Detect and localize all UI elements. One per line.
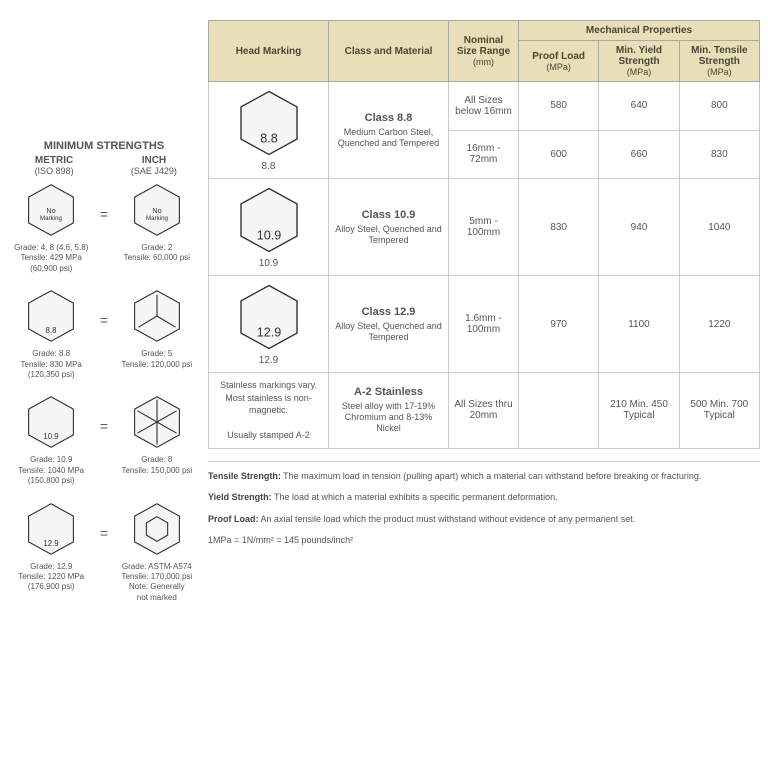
table-row: 12.912.9Class 12.9Alloy Steel, Quenched … xyxy=(209,276,760,373)
cell-tensile: 1220 xyxy=(679,276,759,373)
cell-size: All Sizes thru 20mm xyxy=(449,373,519,449)
cell-proof: 830 xyxy=(519,179,599,276)
svg-text:Marking: Marking xyxy=(40,215,62,222)
svg-text:8.8: 8.8 xyxy=(46,326,58,335)
inch-cell: NoMarkingGrade: 2Tensile: 60,000 psi xyxy=(114,182,200,264)
cell-yield: 210 Min. 450 Typical xyxy=(599,373,679,449)
th-head-marking: Head Marking xyxy=(209,21,329,82)
cell-tensile: 1040 xyxy=(679,179,759,276)
equals-sign: = xyxy=(94,394,113,434)
inch-cell: Grade: 8Tensile: 150,000 psi xyxy=(114,394,200,476)
table-row: 8.88.8Class 8.8Medium Carbon Steel, Quen… xyxy=(209,82,760,131)
th-mech-props: Mechanical Properties xyxy=(519,21,760,41)
cell-size: All Sizes below 16mm xyxy=(449,82,519,131)
metric-cell: NoMarkingGrade: 4, 8 (4.6, 5.8)Tensile: … xyxy=(8,182,94,274)
th-size-range: Nominal Size Range(mm) xyxy=(449,21,519,82)
svg-text:10.9: 10.9 xyxy=(44,432,59,441)
table-row: 10.910.9Class 10.9Alloy Steel, Quenched … xyxy=(209,179,760,276)
hexagon-icon: 10.9 xyxy=(229,185,309,255)
cell-proof: 600 xyxy=(519,130,599,179)
class-cell: Class 8.8Medium Carbon Steel, Quenched a… xyxy=(329,82,449,179)
class-cell: A-2 StainlessSteel alloy with 17-19% Chr… xyxy=(329,373,449,449)
cell-proof: 580 xyxy=(519,82,599,131)
strength-table: Head Marking Class and Material Nominal … xyxy=(208,20,760,449)
svg-text:8.8: 8.8 xyxy=(260,132,278,146)
metric-cell: 8.8Grade: 8.8Tensile: 830 MPa(120,350 ps… xyxy=(8,288,94,380)
svg-text:No: No xyxy=(47,206,56,215)
th-yield: Min. Yield Strength(MPa) xyxy=(599,41,679,82)
svg-text:12.9: 12.9 xyxy=(256,326,281,340)
metric-cell: 10.9Grade: 10.9Tensile: 1040 MPa(150,800… xyxy=(8,394,94,486)
class-cell: Class 12.9Alloy Steel, Quenched and Temp… xyxy=(329,276,449,373)
cell-tensile: 800 xyxy=(679,82,759,131)
metric-cell: 12.9Grade: 12.9Tensile: 1220 MPa(176,900… xyxy=(8,501,94,593)
hexagon-icon: 12.9 xyxy=(229,282,309,352)
marking-cell: 12.912.9 xyxy=(209,276,329,373)
cell-yield: 640 xyxy=(599,82,679,131)
svg-text:Marking: Marking xyxy=(146,215,168,222)
inch-cell: Grade: ASTM-A574Tensile: 170,000 psiNote… xyxy=(114,501,200,604)
cell-size: 1.6mm - 100mm xyxy=(449,276,519,373)
cell-proof xyxy=(519,373,599,449)
left-column-headers: METRIC(ISO 898) INCH(SAE J429) xyxy=(8,155,200,176)
marking-cell: Stainless markings vary. Most stainless … xyxy=(209,373,329,449)
comparison-row: 10.9Grade: 10.9Tensile: 1040 MPa(150,800… xyxy=(8,394,200,486)
marking-cell: 10.910.9 xyxy=(209,179,329,276)
inch-cell: Grade: 5Tensile: 120,000 psi xyxy=(114,288,200,370)
svg-text:12.9: 12.9 xyxy=(44,538,59,547)
cell-tensile: 500 Min. 700 Typical xyxy=(679,373,759,449)
cell-proof: 970 xyxy=(519,276,599,373)
main-table-panel: Head Marking Class and Material Nominal … xyxy=(208,20,760,617)
definitions: Tensile Strength: The maximum load in te… xyxy=(208,461,760,548)
left-title: MINIMUM STRENGTHS xyxy=(8,140,200,152)
cell-yield: 1100 xyxy=(599,276,679,373)
equals-sign: = xyxy=(94,182,113,222)
comparison-row: NoMarkingGrade: 4, 8 (4.6, 5.8)Tensile: … xyxy=(8,182,200,274)
cell-yield: 940 xyxy=(599,179,679,276)
cell-size: 5mm - 100mm xyxy=(449,179,519,276)
th-class-material: Class and Material xyxy=(329,21,449,82)
table-row: Stainless markings vary. Most stainless … xyxy=(209,373,760,449)
th-tensile: Min. Tensile Strength(MPa) xyxy=(679,41,759,82)
svg-text:No: No xyxy=(152,206,161,215)
th-proof: Proof Load(MPa) xyxy=(519,41,599,82)
class-cell: Class 10.9Alloy Steel, Quenched and Temp… xyxy=(329,179,449,276)
marking-cell: 8.88.8 xyxy=(209,82,329,179)
cell-size: 16mm - 72mm xyxy=(449,130,519,179)
hexagon-icon: 8.8 xyxy=(229,88,309,158)
cell-yield: 660 xyxy=(599,130,679,179)
minimum-strengths-panel: MINIMUM STRENGTHS METRIC(ISO 898) INCH(S… xyxy=(8,20,208,617)
cell-tensile: 830 xyxy=(679,130,759,179)
comparison-row: 12.9Grade: 12.9Tensile: 1220 MPa(176,900… xyxy=(8,501,200,604)
comparison-row: 8.8Grade: 8.8Tensile: 830 MPa(120,350 ps… xyxy=(8,288,200,380)
svg-text:10.9: 10.9 xyxy=(256,229,281,243)
equals-sign: = xyxy=(94,501,113,541)
equals-sign: = xyxy=(94,288,113,328)
